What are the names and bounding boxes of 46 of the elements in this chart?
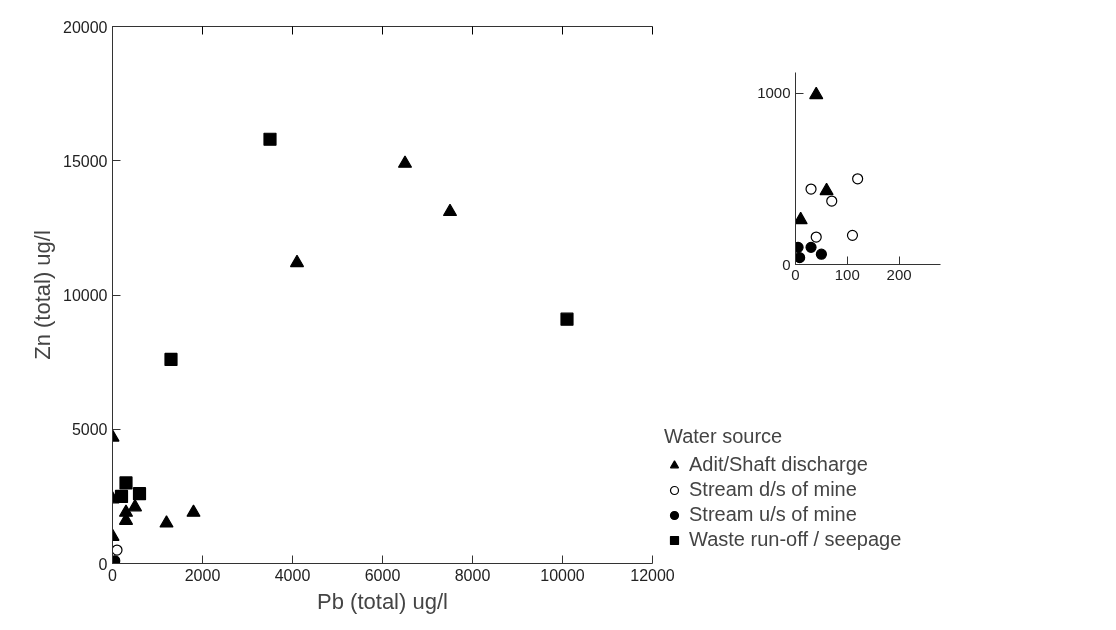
y-tick-label: 20000 xyxy=(63,18,108,36)
point xyxy=(397,155,413,168)
legend-label: Stream u/s of mine xyxy=(689,503,857,526)
x-tick-label: 6000 xyxy=(364,566,401,584)
point xyxy=(805,241,817,253)
point xyxy=(119,476,133,490)
point xyxy=(159,515,174,528)
point xyxy=(112,544,123,556)
point xyxy=(815,248,827,260)
y-tick-label: 1000 xyxy=(757,84,791,102)
point xyxy=(809,86,824,100)
point xyxy=(805,183,817,195)
x-tick-label: 12000 xyxy=(630,566,675,584)
x-tick-label: 4000 xyxy=(274,566,311,584)
legend-label: Stream d/s of mine xyxy=(689,478,857,501)
y-axis-title: Zn (total) ug/l xyxy=(30,230,56,360)
point xyxy=(560,312,574,326)
y-tick-label: 10000 xyxy=(63,287,108,304)
x-tick-label: 8000 xyxy=(454,566,491,584)
x-axis-title: Pb (total) ug/l xyxy=(317,588,448,614)
point xyxy=(186,504,201,517)
point xyxy=(164,352,178,367)
point xyxy=(127,499,143,512)
point xyxy=(810,231,822,243)
point xyxy=(795,211,808,225)
point xyxy=(795,252,806,264)
point xyxy=(132,487,147,501)
legend-title: Water source xyxy=(664,425,784,448)
legend-label: Waste run-off / seepage xyxy=(689,528,902,551)
x-tick-label: 2000 xyxy=(184,566,221,584)
point xyxy=(289,254,305,268)
point xyxy=(846,229,859,241)
point xyxy=(442,203,458,217)
point xyxy=(852,173,864,185)
point xyxy=(112,555,121,564)
point xyxy=(819,182,834,196)
y-tick-label: 0 xyxy=(98,555,108,573)
x-tick-label: 10000 xyxy=(540,566,585,584)
y-tick-label: 5000 xyxy=(71,421,108,439)
x-tick-label: 100 xyxy=(834,265,860,283)
y-tick-label: 15000 xyxy=(63,152,108,170)
legend-label: Adit/Shaft discharge xyxy=(689,453,868,476)
point xyxy=(826,195,838,207)
point xyxy=(263,132,277,146)
x-tick-label: 200 xyxy=(886,265,912,283)
point xyxy=(114,489,129,503)
